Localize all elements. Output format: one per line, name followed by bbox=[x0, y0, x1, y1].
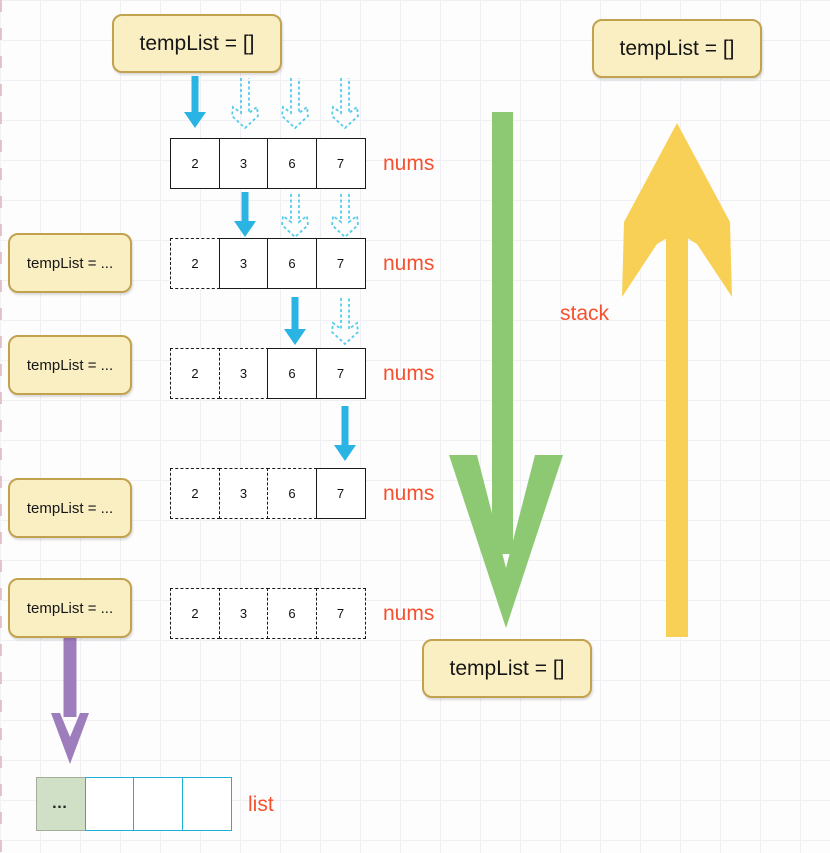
array-cell: 2 bbox=[170, 468, 220, 519]
pointer-arrow-dashed bbox=[231, 78, 359, 346]
nums-array-row-2: 2 3 6 7 bbox=[170, 238, 366, 289]
nums-label: nums bbox=[383, 602, 435, 625]
templist-note-label: tempList = ... bbox=[26, 254, 114, 272]
array-cell: 6 bbox=[267, 238, 317, 289]
templist-note-left-1: tempList = ... bbox=[8, 233, 132, 293]
pointer-arrow-solid bbox=[284, 297, 306, 345]
templist-note-top-right: tempList = [] bbox=[592, 19, 762, 78]
nums-label: nums bbox=[383, 252, 435, 275]
templist-note-left-4: tempList = ... bbox=[8, 578, 132, 638]
array-cell: 3 bbox=[218, 138, 269, 189]
result-down-arrow bbox=[51, 637, 89, 764]
list-cell bbox=[181, 777, 232, 831]
array-cell: 7 bbox=[315, 468, 366, 519]
templist-note-label: tempList = ... bbox=[26, 499, 114, 517]
array-cell: 6 bbox=[267, 138, 317, 189]
array-cell: 6 bbox=[267, 468, 317, 519]
array-cell: 6 bbox=[267, 348, 317, 399]
stack-label: stack bbox=[560, 302, 610, 325]
array-cell: 3 bbox=[218, 468, 269, 519]
array-cell: 7 bbox=[315, 348, 366, 399]
nums-array-row-4: 2 3 6 7 bbox=[170, 468, 366, 519]
templist-note-label: tempList = [] bbox=[449, 656, 565, 680]
array-cell: 7 bbox=[315, 138, 366, 189]
array-cell: 7 bbox=[315, 588, 366, 639]
templist-note-bottom: tempList = [] bbox=[422, 639, 592, 698]
nums-label: nums bbox=[383, 482, 435, 505]
list-array-row: … bbox=[36, 777, 232, 831]
array-cell: 6 bbox=[267, 588, 317, 639]
array-cell: 2 bbox=[170, 588, 220, 639]
pointer-arrow-solid bbox=[334, 406, 356, 461]
stack-push-down-arrow bbox=[449, 112, 563, 628]
pointer-arrow-solid bbox=[234, 192, 256, 237]
templist-note-left-2: tempList = ... bbox=[8, 335, 132, 395]
templist-note-label: tempList = ... bbox=[26, 599, 114, 617]
templist-note-label: tempList = [] bbox=[619, 36, 735, 60]
array-cell: 3 bbox=[218, 588, 269, 639]
array-cell: 2 bbox=[170, 238, 220, 289]
list-cell bbox=[133, 777, 183, 831]
templist-note-label: tempList = [] bbox=[139, 31, 255, 55]
list-cell bbox=[84, 777, 135, 831]
list-cell-result: … bbox=[36, 777, 86, 831]
stack-pop-up-arrow bbox=[622, 123, 732, 637]
nums-array-row-1: 2 3 6 7 bbox=[170, 138, 366, 189]
pointer-arrow-solid bbox=[184, 76, 206, 128]
array-cell: 2 bbox=[170, 348, 220, 399]
nums-label: nums bbox=[383, 362, 435, 385]
nums-array-row-3: 2 3 6 7 bbox=[170, 348, 366, 399]
templist-note-top-left: tempList = [] bbox=[112, 14, 282, 73]
list-label: list bbox=[248, 793, 274, 816]
array-cell: 7 bbox=[315, 238, 366, 289]
templist-note-left-3: tempList = ... bbox=[8, 478, 132, 538]
nums-array-row-5: 2 3 6 7 bbox=[170, 588, 366, 639]
templist-note-label: tempList = ... bbox=[26, 356, 114, 374]
nums-label: nums bbox=[383, 152, 435, 175]
array-cell: 2 bbox=[170, 138, 220, 189]
array-cell: 3 bbox=[218, 238, 269, 289]
array-cell: 3 bbox=[218, 348, 269, 399]
